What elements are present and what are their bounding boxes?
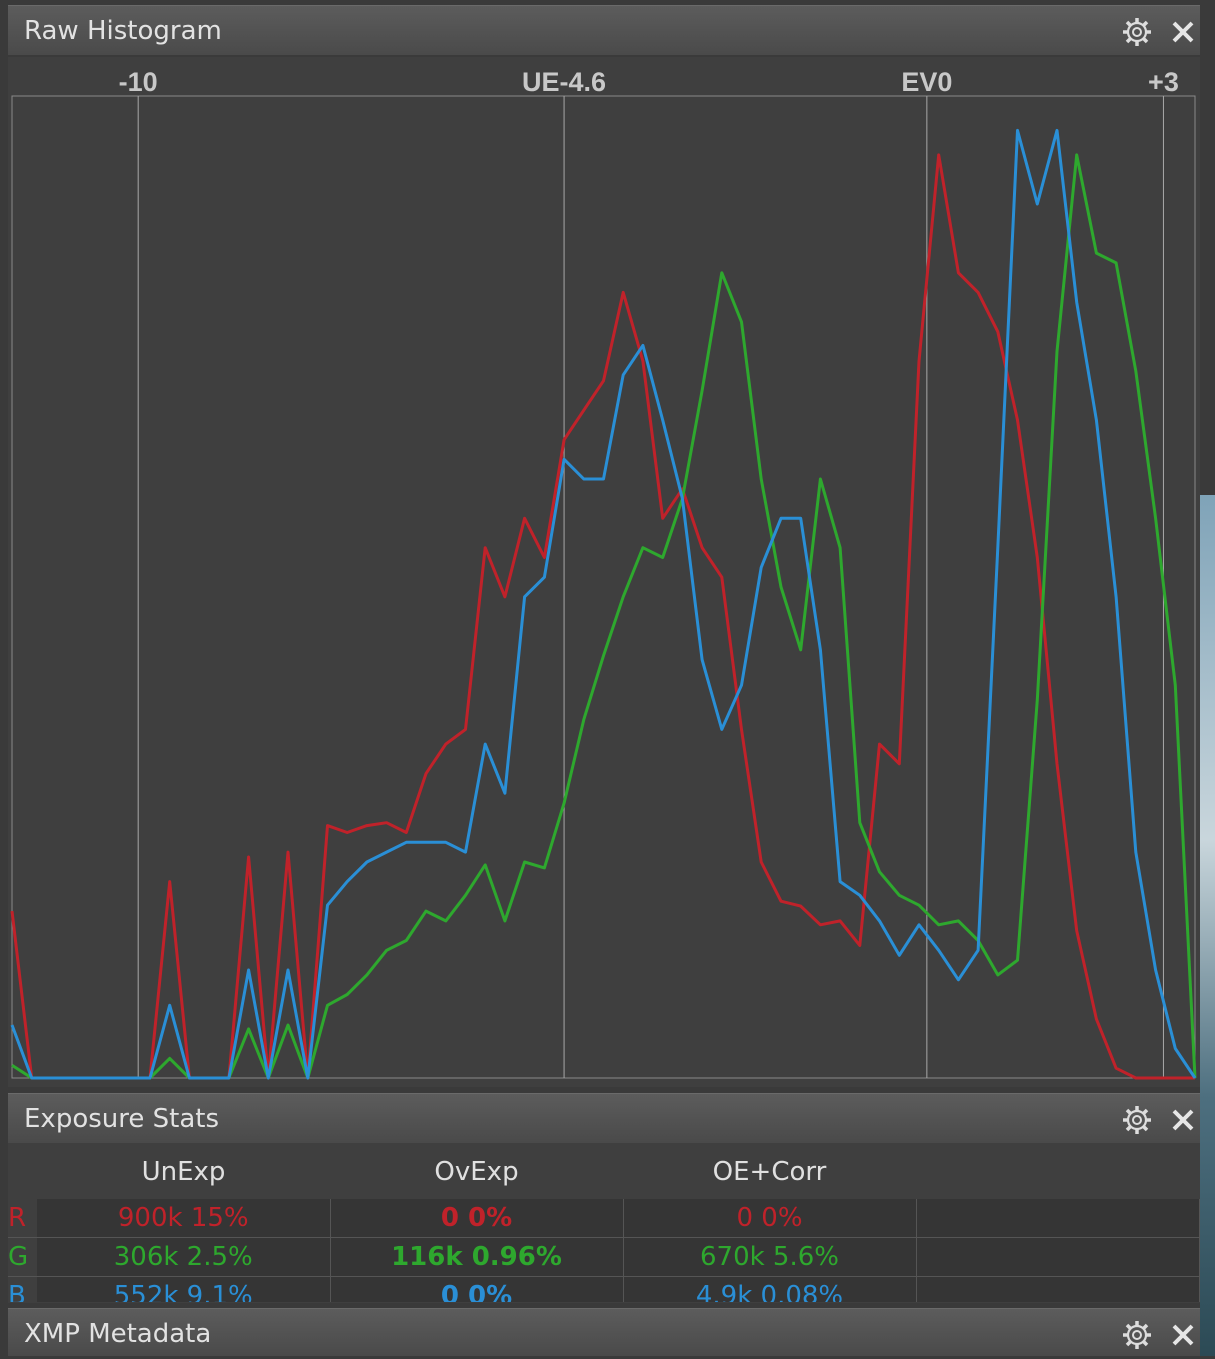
- x-tick-label: +3: [1148, 67, 1179, 97]
- close-icon[interactable]: [1168, 15, 1198, 49]
- empty-header: [916, 1145, 1200, 1199]
- plot-area: [11, 95, 1196, 1079]
- histogram-chart: -10 UE-4.6 EV0 +3: [10, 67, 1197, 1080]
- empty-cell: [916, 1276, 1200, 1302]
- table-row: G 306k 2.5% 116k 0.96% 670k 5.6%: [8, 1237, 1200, 1277]
- column-header: OE+Corr: [712, 1157, 827, 1187]
- panel-header: XMP Metadata: [8, 1308, 1200, 1356]
- table-header: UnExp OvExp OE+Corr: [8, 1145, 1200, 1199]
- column-header: OvExp: [434, 1157, 519, 1187]
- cell: 670k 5.6%: [623, 1237, 917, 1277]
- settings-icon[interactable]: [1120, 1318, 1154, 1352]
- channel: R: [8, 1199, 37, 1238]
- cell: 306k 2.5%: [37, 1237, 331, 1277]
- cell: 116k 0.96%: [330, 1237, 624, 1277]
- cell: 0 0%: [330, 1276, 624, 1302]
- settings-icon[interactable]: [1120, 15, 1154, 49]
- cell: 0 0%: [330, 1199, 624, 1238]
- channel: B: [8, 1276, 37, 1302]
- x-tick-label: -10: [119, 67, 158, 97]
- panel-title: Exposure Stats: [24, 1104, 219, 1134]
- close-icon[interactable]: [1168, 1103, 1198, 1137]
- channel: G: [8, 1237, 37, 1277]
- panel-header: Exposure Stats: [8, 1093, 1200, 1143]
- stats-clip: UnExp OvExp OE+Corr R 900k 15% 0 0% 0 0%…: [8, 1145, 1200, 1302]
- close-icon[interactable]: [1168, 1318, 1198, 1352]
- panel-title: XMP Metadata: [24, 1319, 212, 1349]
- cell: 900k 15%: [37, 1199, 331, 1238]
- x-tick-label: EV0: [901, 67, 952, 97]
- panel-header: Raw Histogram: [8, 5, 1200, 55]
- histogram-line: [10, 128, 1197, 1080]
- empty-cell: [916, 1199, 1200, 1238]
- cell: 0 0%: [623, 1199, 917, 1238]
- cell: 552k 9.1%: [37, 1276, 331, 1302]
- settings-icon[interactable]: [1120, 1103, 1154, 1137]
- empty-cell: [916, 1237, 1200, 1277]
- corner-cell: [8, 1145, 37, 1199]
- cell: 4.9k 0.08%: [623, 1276, 917, 1302]
- background-photo: [1200, 495, 1215, 1356]
- exposure-table: UnExp OvExp OE+Corr R 900k 15% 0 0% 0 0%…: [8, 1145, 1200, 1302]
- table-row: B 552k 9.1% 0 0% 4.9k 0.08%: [8, 1276, 1200, 1302]
- x-tick-label: UE-4.6: [522, 67, 606, 97]
- column-header: UnExp: [141, 1157, 226, 1187]
- table-row: R 900k 15% 0 0% 0 0%: [8, 1199, 1200, 1238]
- panel-title: Raw Histogram: [24, 16, 222, 46]
